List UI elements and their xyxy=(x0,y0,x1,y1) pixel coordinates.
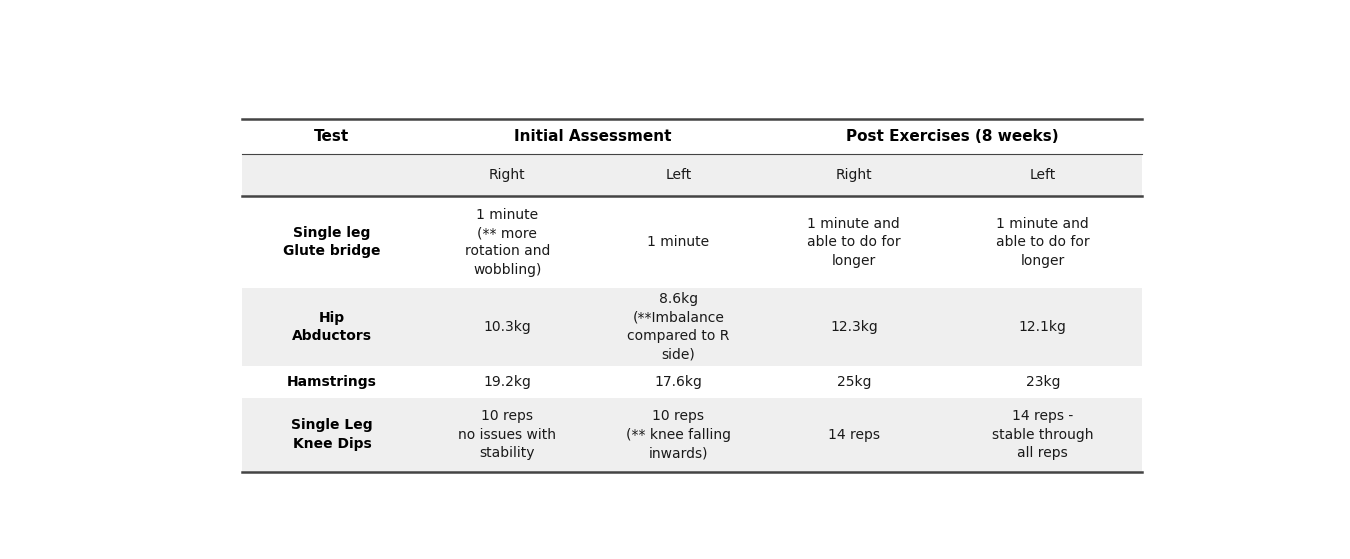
Text: 25kg: 25kg xyxy=(837,375,871,389)
Text: Hamstrings: Hamstrings xyxy=(288,375,377,389)
Text: Single Leg
Knee Dips: Single Leg Knee Dips xyxy=(292,419,373,451)
Text: Hip
Abductors: Hip Abductors xyxy=(292,311,373,343)
Text: Right: Right xyxy=(489,168,525,182)
Text: 14 reps: 14 reps xyxy=(828,428,880,442)
Text: Single leg
Glute bridge: Single leg Glute bridge xyxy=(284,226,381,258)
Text: 10 reps
(** knee falling
inwards): 10 reps (** knee falling inwards) xyxy=(626,409,730,460)
Bar xyxy=(242,288,1142,366)
Text: 12.1kg: 12.1kg xyxy=(1019,320,1066,334)
Text: 10 reps
no issues with
stability: 10 reps no issues with stability xyxy=(459,409,556,460)
Text: Right: Right xyxy=(836,168,872,182)
Text: 17.6kg: 17.6kg xyxy=(655,375,702,389)
Text: 10.3kg: 10.3kg xyxy=(483,320,532,334)
Bar xyxy=(242,154,1142,196)
Bar xyxy=(242,397,1142,472)
Text: 19.2kg: 19.2kg xyxy=(483,375,532,389)
Text: 1 minute and
able to do for
longer: 1 minute and able to do for longer xyxy=(996,217,1089,268)
Text: 1 minute
(** more
rotation and
wobbling): 1 minute (** more rotation and wobbling) xyxy=(464,207,549,277)
Text: Left: Left xyxy=(1030,168,1056,182)
Text: 14 reps -
stable through
all reps: 14 reps - stable through all reps xyxy=(992,409,1094,460)
Text: Test: Test xyxy=(315,129,350,144)
Text: Initial Assessment: Initial Assessment xyxy=(514,129,672,144)
Text: 1 minute: 1 minute xyxy=(647,235,710,249)
Text: Left: Left xyxy=(666,168,691,182)
Text: 1 minute and
able to do for
longer: 1 minute and able to do for longer xyxy=(807,217,900,268)
Text: 12.3kg: 12.3kg xyxy=(830,320,878,334)
Text: 8.6kg
(**Imbalance
compared to R
side): 8.6kg (**Imbalance compared to R side) xyxy=(628,292,729,362)
Text: 23kg: 23kg xyxy=(1026,375,1060,389)
Text: Post Exercises (8 weeks): Post Exercises (8 weeks) xyxy=(846,129,1060,144)
